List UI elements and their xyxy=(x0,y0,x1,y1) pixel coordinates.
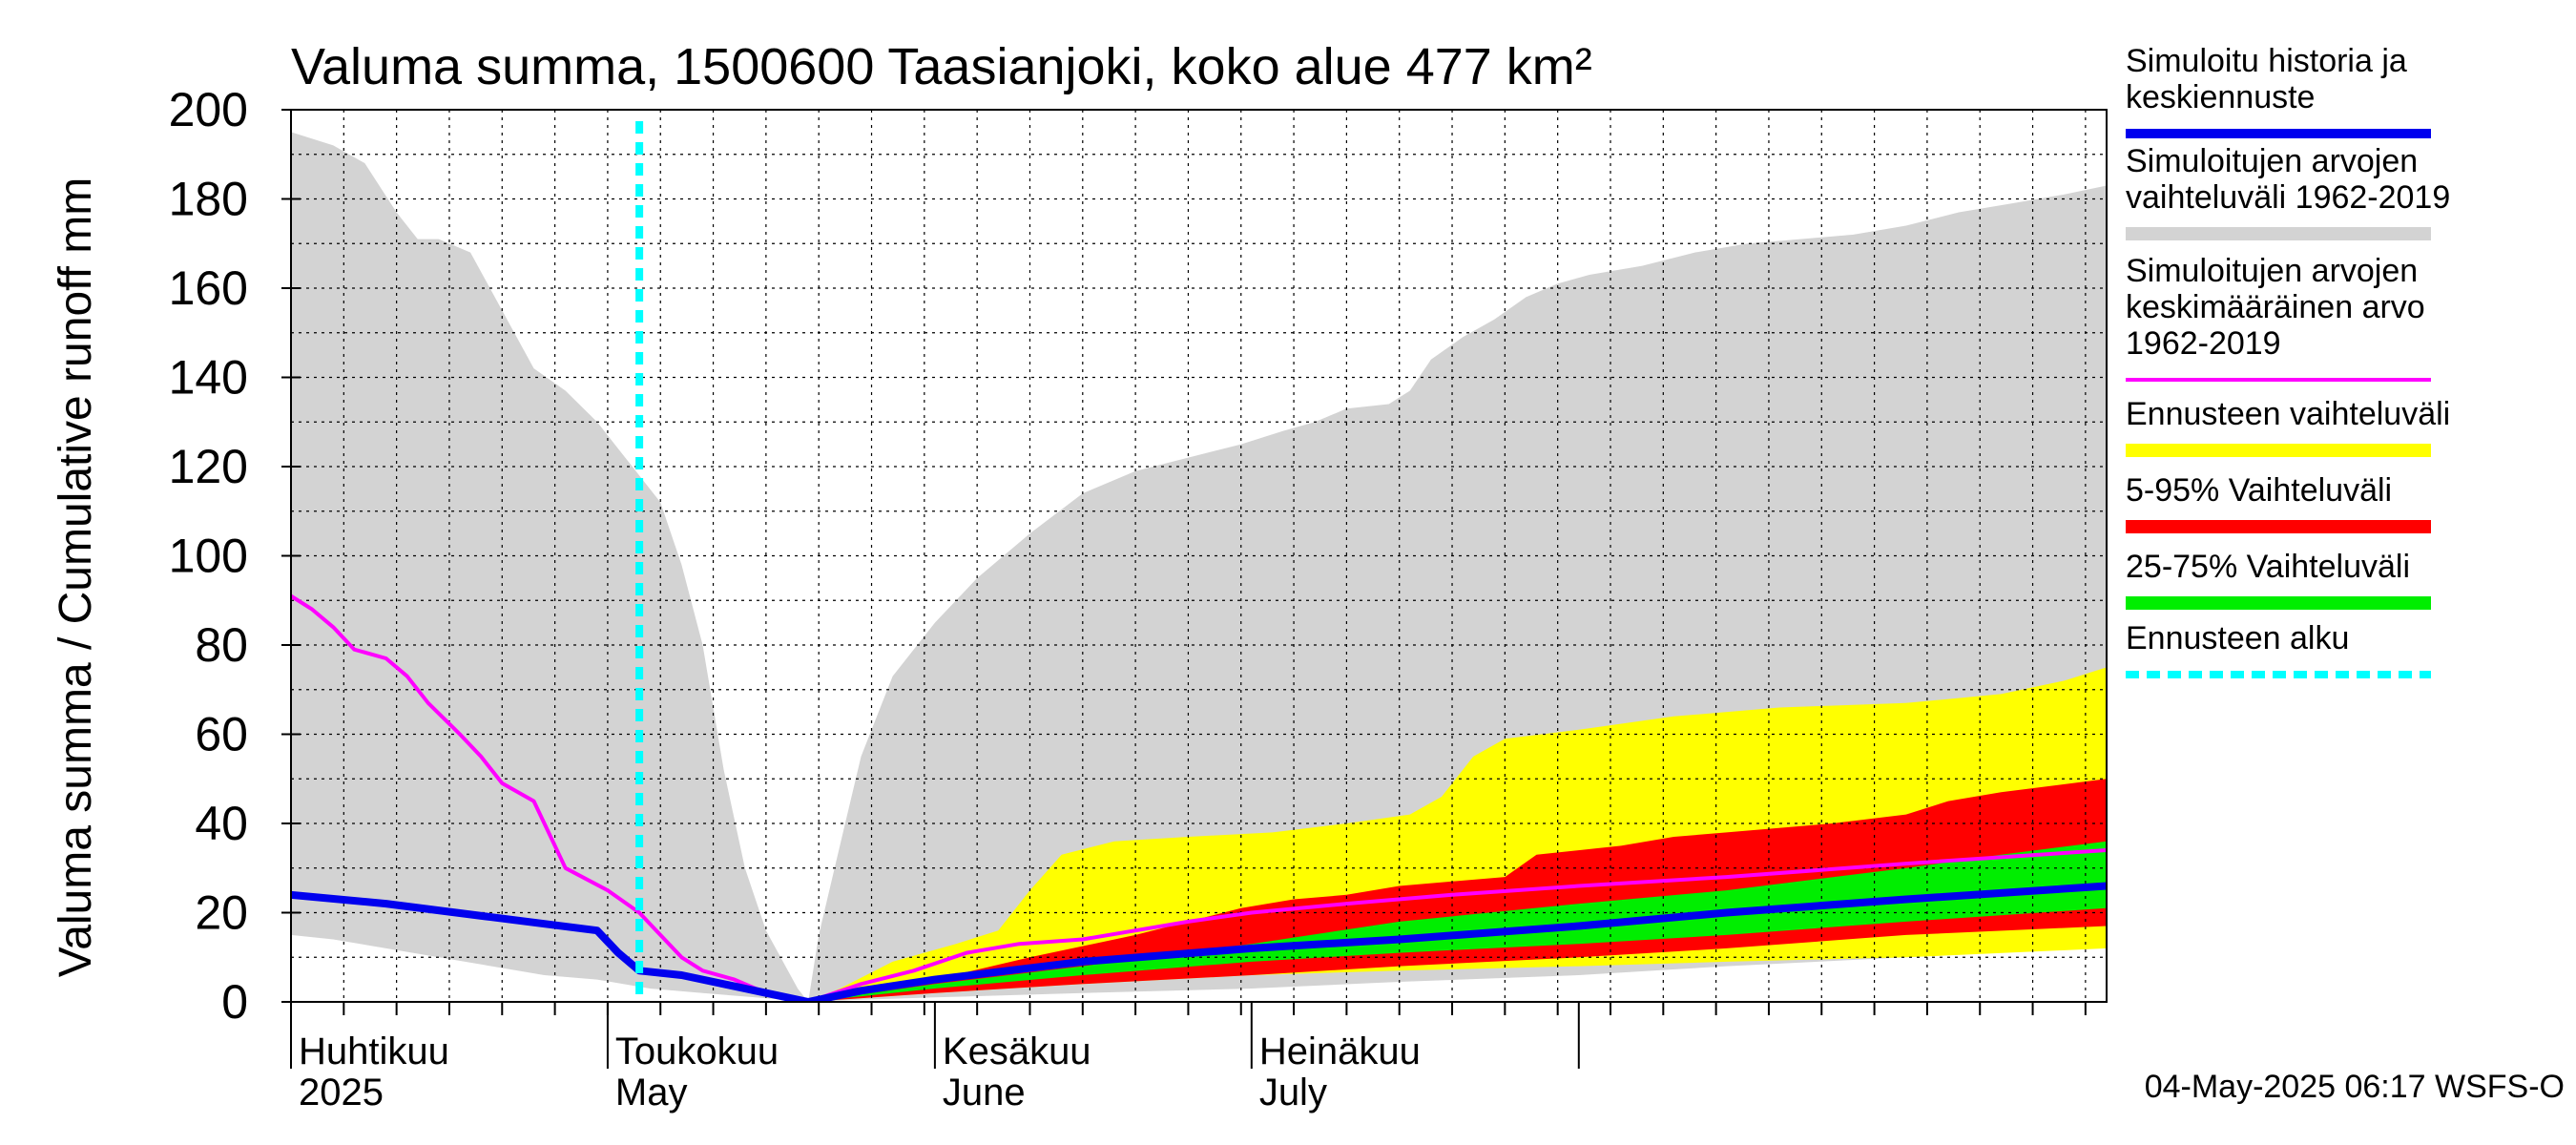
y-tick-label: 20 xyxy=(195,886,248,940)
legend-label: Simuloitu historia ja xyxy=(2126,43,2407,79)
x-month-sublabel: June xyxy=(943,1072,1026,1114)
legend-item-forecast-range: Ennusteen vaihteluväli xyxy=(2126,396,2450,457)
legend-label: keskimääräinen arvo xyxy=(2126,289,2425,325)
legend-label: 5-95% Vaihteluväli xyxy=(2126,472,2392,509)
legend-label: Simuloitujen arvojen xyxy=(2126,143,2418,179)
grid-layer xyxy=(291,110,2107,1002)
x-month-sublabel: 2025 xyxy=(299,1072,384,1114)
line-layer xyxy=(291,121,2107,1002)
band-layer xyxy=(291,132,2107,1002)
y-tick-label: 80 xyxy=(195,618,248,672)
legend-item-p5-95: 5-95% Vaihteluväli xyxy=(2126,472,2431,533)
y-tick-label: 140 xyxy=(169,351,248,405)
legend-item-forecast-start: Ennusteen alku xyxy=(2126,620,2431,678)
p5-95-band xyxy=(808,779,2107,1002)
legend-item-p25-75: 25-75% Vaihteluväli xyxy=(2126,549,2431,610)
y-tick-label: 120 xyxy=(169,440,248,493)
x-month-sublabel: May xyxy=(615,1072,688,1114)
x-month-label: Heinäkuu xyxy=(1259,1030,1421,1072)
legend-label: Simuloitujen arvojen xyxy=(2126,253,2418,289)
sim-mean-line xyxy=(291,593,2107,1002)
y-axis-label: Valuma summa / Cumulative runoff mm xyxy=(51,177,101,978)
x-month-label: Kesäkuu xyxy=(943,1030,1091,1072)
legend-label: keskiennuste xyxy=(2126,79,2315,115)
timestamp-label: 04-May-2025 06:17 WSFS-O xyxy=(2145,1069,2565,1105)
y-tick-label: 100 xyxy=(169,530,248,583)
history-median-line xyxy=(291,882,2107,1002)
y-tick-label: 40 xyxy=(195,797,248,850)
x-month-label: Huhtikuu xyxy=(299,1030,449,1072)
legend-label: Ennusteen alku xyxy=(2126,620,2349,656)
p25-75-band xyxy=(808,841,2107,1002)
y-tick-label: 60 xyxy=(195,708,248,761)
legend-label: 1962-2019 xyxy=(2126,325,2281,362)
y-tick-label: 160 xyxy=(169,261,248,315)
y-tick-label: 180 xyxy=(169,173,248,226)
legend-label: vaihteluväli 1962-2019 xyxy=(2126,179,2450,216)
y-tick-label: 200 xyxy=(169,83,248,136)
legend-label: 25-75% Vaihteluväli xyxy=(2126,549,2410,585)
legend-label: Ennusteen vaihteluväli xyxy=(2126,396,2450,432)
x-month-sublabel: July xyxy=(1259,1072,1327,1114)
y-tick-label: 0 xyxy=(221,975,248,1029)
x-month-label: Toukokuu xyxy=(615,1030,779,1072)
legend: Simuloitu historia jakeskiennusteSimuloi… xyxy=(2126,43,2450,678)
chart-title: Valuma summa, 1500600 Taasianjoki, koko … xyxy=(291,38,1592,95)
